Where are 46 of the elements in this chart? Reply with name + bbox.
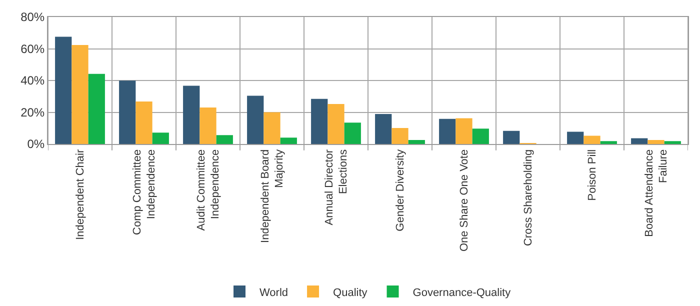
bar: [200, 107, 216, 144]
bar: [631, 138, 648, 144]
x-tick-label: Cross Shareholding: [522, 149, 535, 246]
bar: [648, 140, 664, 144]
bar: [72, 44, 88, 144]
bar: [392, 128, 408, 144]
y-tick-label: 0%: [27, 137, 45, 152]
y-tick-label: 60%: [20, 42, 45, 56]
bar: [375, 114, 392, 144]
bar: [55, 36, 72, 144]
x-tick-label: Board Attendance Failure: [643, 149, 670, 237]
x-tick-label: Poison Pill: [586, 149, 599, 201]
y-tick-label: 20%: [20, 105, 45, 120]
x-tick-label: Independent Chair: [74, 149, 87, 240]
bar: [600, 141, 617, 144]
x-tick-label: Comp Committee Independence: [131, 149, 158, 235]
y-tick-label: 40%: [20, 74, 45, 88]
legend-label: World: [260, 286, 288, 299]
bar: [344, 122, 361, 144]
bar: [584, 136, 600, 144]
x-tick-label: Audit Committee Independence: [195, 149, 222, 231]
bar: [216, 135, 233, 144]
bar: [183, 86, 200, 144]
bar: [664, 141, 681, 144]
bar: [456, 118, 472, 144]
x-tick-label: One Share One Vote: [458, 149, 471, 252]
x-tick-label: Annual Director Elections: [323, 148, 350, 226]
bar: [567, 132, 584, 144]
legend-label: Quality: [333, 286, 368, 299]
bar: [247, 96, 264, 144]
bar: [328, 104, 344, 144]
bar: [503, 130, 520, 144]
bar: [136, 101, 152, 144]
x-tick-label: Gender Diversity: [394, 148, 407, 232]
legend-label: Governance-Quality: [412, 286, 512, 299]
bar: [472, 128, 489, 144]
bar: [311, 98, 328, 144]
bar: [119, 80, 136, 144]
bar: [280, 138, 297, 144]
bar: [152, 132, 169, 144]
bar: [88, 74, 105, 144]
y-tick-label: 80%: [20, 10, 45, 24]
bar: [264, 112, 280, 144]
bar: [408, 140, 425, 144]
bar: [439, 118, 456, 144]
x-tick-label: Independent Board Majority: [259, 148, 286, 243]
